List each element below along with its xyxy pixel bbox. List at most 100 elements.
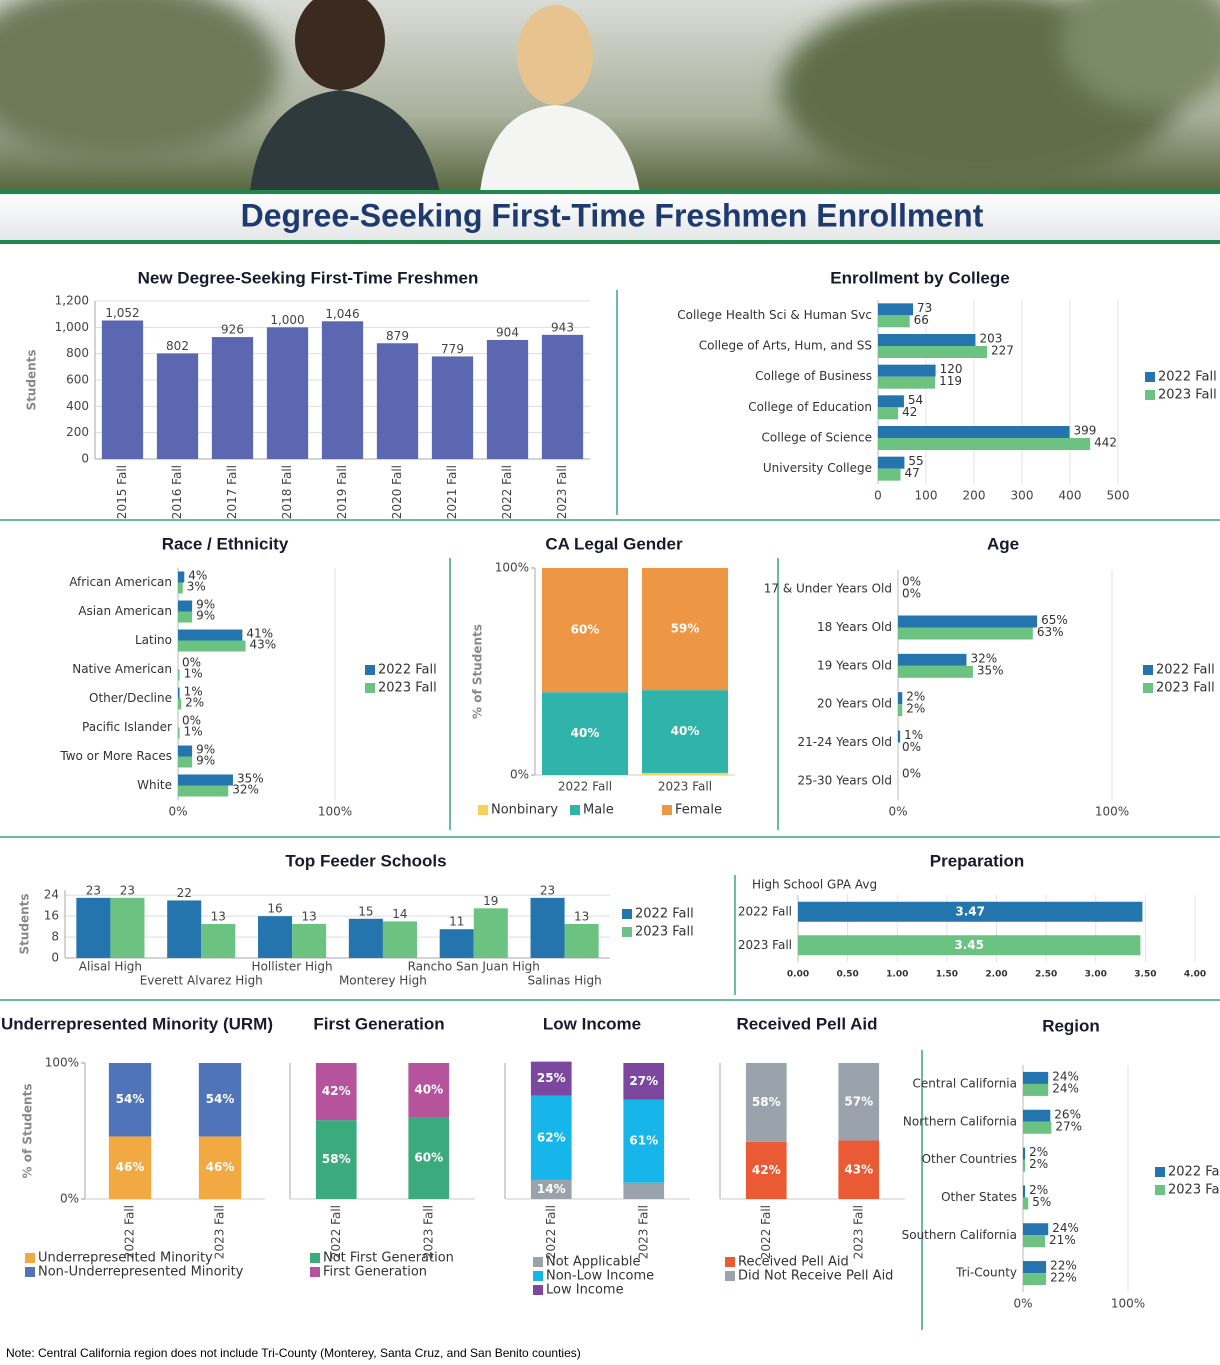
axis-label: % of Students: [471, 624, 485, 719]
bar-segment: [642, 690, 728, 773]
bar-segment: [408, 1063, 450, 1118]
x-tick-label: 2020 Fall: [390, 465, 404, 519]
y-tick-label: 21-24 Years Old: [797, 735, 892, 749]
bar-segment: [642, 772, 728, 775]
bar: [178, 629, 243, 641]
value-label: 16: [267, 902, 282, 916]
y-tick-label: College of Arts, Hum, and SS: [699, 339, 872, 353]
bar: [878, 438, 1091, 450]
bar: [898, 692, 903, 705]
bar: [178, 745, 193, 757]
y-tick-label: College of Science: [762, 431, 872, 445]
bar: [178, 571, 185, 583]
value-label: 2%: [1029, 1145, 1048, 1159]
value-label: 2%: [185, 696, 204, 710]
bar: [167, 900, 202, 958]
bar: [898, 704, 903, 717]
y-tick-label: 17 & Under Years Old: [764, 582, 892, 596]
x-tick-label: 3.00: [1085, 970, 1107, 980]
bar: [486, 339, 529, 459]
value-label: 2%: [1029, 1183, 1048, 1197]
value-label: 73: [917, 301, 932, 315]
x-tick-label: 100%: [1111, 1297, 1145, 1311]
y-tick-label: 0: [81, 452, 89, 466]
bar-segment: [623, 1063, 665, 1100]
y-tick-label: Asian American: [78, 604, 172, 618]
value-label: 25%: [537, 1071, 566, 1085]
legend-swatch: [622, 927, 632, 937]
value-label: 11: [449, 915, 464, 929]
x-tick-label: 0.00: [787, 970, 809, 980]
y-tick-label: 19 Years Old: [817, 658, 892, 672]
bar-segment: [315, 1063, 357, 1121]
value-label: 13: [211, 910, 226, 924]
legend-swatch: [478, 805, 488, 815]
legend-label: 2023 Fall: [1158, 388, 1217, 403]
y-tick-label: 1,200: [55, 294, 89, 308]
value-label: 26%: [1054, 1107, 1081, 1121]
x-tick-label: 1.50: [936, 970, 958, 980]
chart-title: Underrepresented Minority (URM): [1, 1014, 273, 1033]
value-label: 5%: [1032, 1195, 1051, 1209]
value-label: 19: [483, 894, 498, 908]
legend-label: First Generation: [323, 1265, 427, 1280]
x-tick-label: 2.00: [985, 970, 1007, 980]
legend-label: 2023 Fall: [378, 681, 437, 696]
legend-swatch: [1155, 1185, 1165, 1195]
chart-title: CA Legal Gender: [545, 534, 683, 553]
bar: [178, 727, 180, 739]
title-band: [0, 190, 1220, 244]
y-tick-label: Other States: [941, 1190, 1017, 1204]
bar: [178, 698, 182, 710]
x-tick-label: 2022 Fall: [329, 1205, 343, 1259]
value-label: 46%: [116, 1160, 145, 1174]
value-label: 802: [166, 339, 189, 353]
legend-label: 2022 Fall: [1158, 370, 1217, 385]
bar: [898, 615, 1038, 628]
y-tick-label: 20 Years Old: [817, 697, 892, 711]
legend-label: 2022 Fall: [1156, 663, 1215, 678]
bar: [1023, 1147, 1026, 1160]
x-tick-label: 200: [963, 489, 986, 503]
x-tick-label: 2016 Fall: [170, 465, 184, 519]
value-label: 227: [991, 344, 1014, 358]
value-label: 1%: [904, 728, 923, 742]
bar-segment: [623, 1099, 665, 1183]
bar: [878, 334, 976, 346]
bar-segment: [745, 1063, 787, 1142]
x-tick-label: 2022 Fall: [759, 1205, 773, 1259]
x-tick-label: 2023 Fall: [555, 465, 569, 519]
value-label: 13: [574, 910, 589, 924]
value-label: 23: [86, 883, 101, 897]
legend-label: 2022 Fall: [1168, 1165, 1220, 1180]
value-label: 54%: [206, 1092, 235, 1106]
legend-label: Non-Underrepresented Minority: [38, 1265, 244, 1280]
bar-segment: [108, 1136, 152, 1199]
value-label: 1%: [184, 685, 203, 699]
chart-title: Low Income: [543, 1014, 641, 1033]
x-tick-label: Alisal High: [79, 960, 142, 974]
bar: [473, 908, 508, 958]
value-label: 879: [386, 329, 409, 343]
value-label: 32%: [970, 651, 997, 665]
y-tick-label: 200: [66, 425, 89, 439]
value-label: 14%: [537, 1182, 566, 1196]
legend-swatch: [622, 909, 632, 919]
value-label: 22%: [1050, 1271, 1077, 1285]
bar: [178, 640, 246, 652]
x-tick-label: 2023 Fall: [421, 1205, 435, 1259]
legend-swatch: [25, 1267, 35, 1277]
y-tick-label: African American: [69, 575, 172, 589]
value-label: 0%: [902, 766, 921, 780]
legend-swatch: [1143, 683, 1153, 693]
y-tick-label: 2023 Fall: [738, 938, 792, 952]
y-tick-label: 600: [66, 373, 89, 387]
legend-label: Underrepresented Minority: [38, 1251, 213, 1266]
bar: [530, 897, 565, 958]
x-tick-label: 2023 Fall: [658, 780, 712, 794]
value-label: 943: [551, 320, 574, 334]
y-tick-label: Native American: [72, 662, 172, 676]
y-tick-label: 8: [51, 930, 59, 944]
value-label: 54%: [116, 1092, 145, 1106]
